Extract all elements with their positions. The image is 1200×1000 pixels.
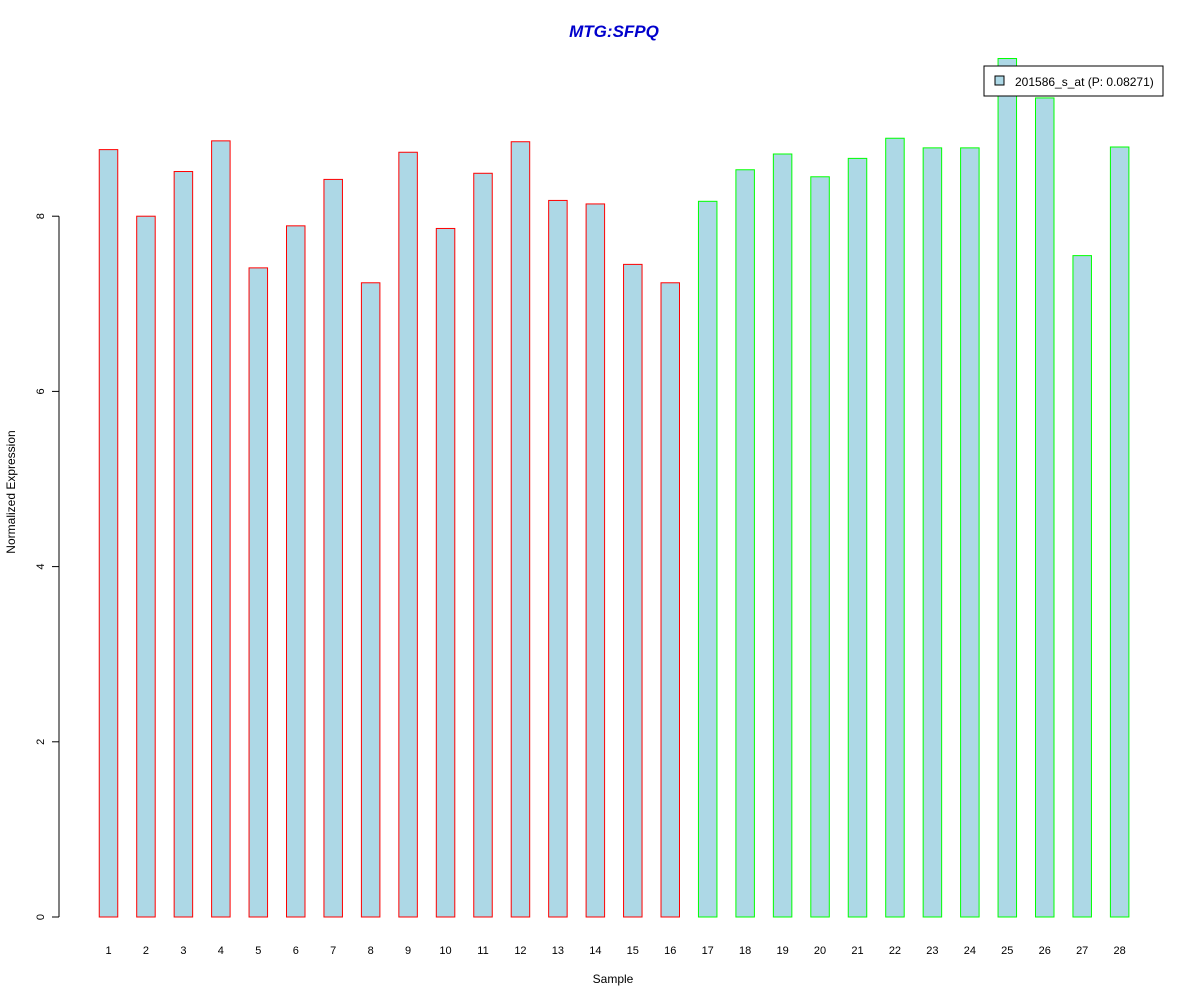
x-tick-label: 23 bbox=[926, 945, 938, 957]
legend-label: 201586_s_at (P: 0.08271) bbox=[1015, 75, 1154, 89]
x-tick-label: 17 bbox=[702, 945, 714, 957]
x-tick-label: 5 bbox=[255, 945, 261, 957]
bar-sample-13 bbox=[548, 199, 568, 918]
y-tick-label: 6 bbox=[35, 388, 47, 394]
bar-sample-21 bbox=[847, 157, 868, 918]
legend: 201586_s_at (P: 0.08271) bbox=[983, 65, 1164, 97]
bar-sample-14 bbox=[585, 203, 606, 918]
bar-sample-11 bbox=[473, 172, 493, 918]
y-tick-label: 0 bbox=[35, 914, 47, 920]
x-tick-label: 21 bbox=[851, 945, 863, 957]
x-tick-label: 26 bbox=[1039, 945, 1051, 957]
bar-sample-25 bbox=[997, 58, 1018, 918]
x-tick-label: 19 bbox=[776, 945, 788, 957]
bar-sample-1 bbox=[98, 149, 119, 918]
x-tick-label: 18 bbox=[739, 945, 751, 957]
x-tick-label: 20 bbox=[814, 945, 826, 957]
y-tick-label: 4 bbox=[35, 564, 47, 570]
bar-sample-12 bbox=[510, 141, 531, 918]
bar-sample-24 bbox=[960, 147, 980, 918]
bar-sample-2 bbox=[136, 215, 156, 918]
legend-box bbox=[983, 65, 1164, 97]
bar-sample-10 bbox=[435, 227, 456, 918]
bar-sample-18 bbox=[735, 169, 755, 918]
x-tick-label: 27 bbox=[1076, 945, 1088, 957]
x-tick-label: 22 bbox=[889, 945, 901, 957]
bar-sample-5 bbox=[248, 267, 269, 918]
x-tick-label: 13 bbox=[552, 945, 564, 957]
x-tick-labels: 1 2 3 4 5 6 7 8 9 10 11 12 13 14 15 16 17 18 19 20 21 22 23 24 2… bbox=[105, 945, 1125, 957]
bar-sample-7 bbox=[323, 178, 343, 918]
x-tick-label: 10 bbox=[439, 945, 451, 957]
y-tick-label: 2 bbox=[35, 739, 47, 745]
bar-sample-3 bbox=[173, 171, 194, 918]
bar-sample-6 bbox=[286, 225, 306, 918]
bar-sample-23 bbox=[922, 147, 943, 918]
bar-sample-4 bbox=[211, 140, 231, 918]
x-axis-label: Sample bbox=[593, 972, 634, 986]
x-tick-label: 16 bbox=[664, 945, 676, 957]
x-tick-label: 8 bbox=[368, 945, 374, 957]
bar-sample-8 bbox=[360, 282, 381, 918]
bars-layer bbox=[98, 58, 1130, 918]
bar-sample-22 bbox=[885, 137, 905, 918]
x-tick-label: 7 bbox=[330, 945, 336, 957]
x-tick-label: 6 bbox=[293, 945, 299, 957]
x-tick-label: 14 bbox=[589, 945, 601, 957]
x-tick-label: 2 bbox=[143, 945, 149, 957]
x-tick-label: 24 bbox=[964, 945, 976, 957]
x-tick-label: 1 bbox=[105, 945, 111, 957]
bar-sample-16 bbox=[660, 282, 680, 918]
x-tick-label: 9 bbox=[405, 945, 411, 957]
x-tick-label: 25 bbox=[1001, 945, 1013, 957]
x-tick-label: 28 bbox=[1114, 945, 1126, 957]
y-tick-label: 8 bbox=[35, 213, 47, 219]
bar-sample-27 bbox=[1072, 255, 1092, 918]
x-tick-label: 4 bbox=[218, 945, 224, 957]
bar-sample-26 bbox=[1035, 97, 1055, 918]
bar-sample-20 bbox=[810, 176, 830, 918]
chart-title: MTG:SFPQ bbox=[569, 22, 659, 41]
y-axis: 0 2 4 6 8 bbox=[35, 213, 60, 920]
bar-sample-19 bbox=[772, 153, 793, 918]
bar-sample-28 bbox=[1109, 146, 1130, 918]
y-axis-label: Normalized Expression bbox=[4, 430, 18, 553]
x-tick-label: 15 bbox=[627, 945, 639, 957]
bar-sample-15 bbox=[623, 263, 643, 918]
x-tick-label: 3 bbox=[180, 945, 186, 957]
x-tick-label: 11 bbox=[477, 945, 488, 957]
bar-sample-9 bbox=[398, 151, 418, 918]
x-tick-label: 12 bbox=[514, 945, 526, 957]
legend-swatch bbox=[994, 75, 1005, 86]
bar-sample-17 bbox=[697, 200, 718, 918]
